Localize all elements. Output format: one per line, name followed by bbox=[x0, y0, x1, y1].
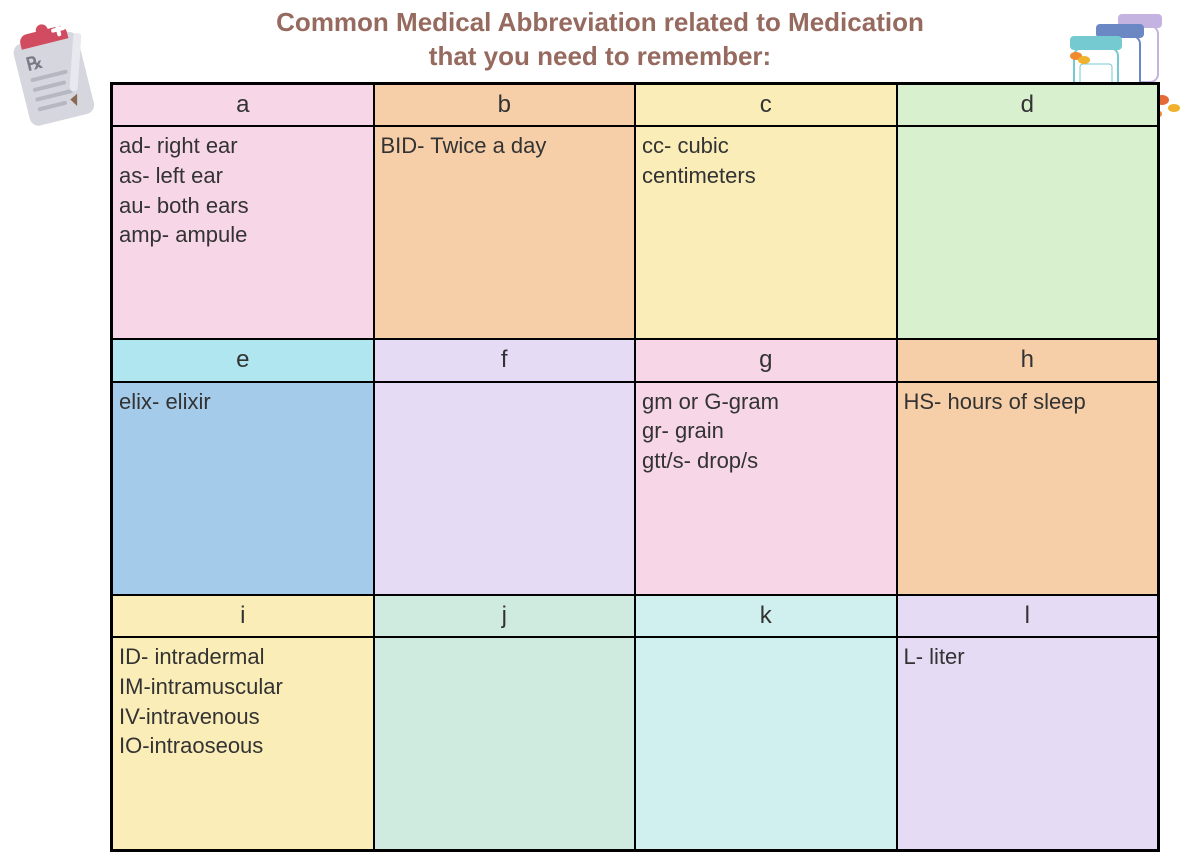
page-title: Common Medical Abbreviation related to M… bbox=[0, 6, 1200, 74]
col-header-a: a bbox=[112, 84, 374, 126]
col-header-c: c bbox=[635, 84, 897, 126]
table-header-row: a b c d bbox=[112, 84, 1158, 126]
cell-i: ID- intradermal IM-intramuscular IV-intr… bbox=[112, 637, 374, 850]
cell-c: cc- cubic centimeters bbox=[635, 126, 897, 339]
col-header-f: f bbox=[374, 339, 636, 381]
table-header-row: e f g h bbox=[112, 339, 1158, 381]
cell-b: BID- Twice a day bbox=[374, 126, 636, 339]
cell-h: HS- hours of sleep bbox=[897, 382, 1159, 595]
table-header-row: i j k l bbox=[112, 595, 1158, 637]
col-header-d: d bbox=[897, 84, 1159, 126]
table-body-row: ID- intradermal IM-intramuscular IV-intr… bbox=[112, 637, 1158, 850]
cell-e: elix- elixir bbox=[112, 382, 374, 595]
cell-g: gm or G-gram gr- grain gtt/s- drop/s bbox=[635, 382, 897, 595]
col-header-e: e bbox=[112, 339, 374, 381]
col-header-l: l bbox=[897, 595, 1159, 637]
col-header-h: h bbox=[897, 339, 1159, 381]
cell-a: ad- right ear as- left ear au- both ears… bbox=[112, 126, 374, 339]
cell-k bbox=[635, 637, 897, 850]
cell-d bbox=[897, 126, 1159, 339]
col-header-b: b bbox=[374, 84, 636, 126]
col-header-g: g bbox=[635, 339, 897, 381]
table-body-row: elix- elixir gm or G-gram gr- grain gtt/… bbox=[112, 382, 1158, 595]
cell-j bbox=[374, 637, 636, 850]
cell-f bbox=[374, 382, 636, 595]
table-body-row: ad- right ear as- left ear au- both ears… bbox=[112, 126, 1158, 339]
cell-l: L- liter bbox=[897, 637, 1159, 850]
abbreviation-table: a b c d ad- right ear as- left ear au- b… bbox=[110, 82, 1160, 852]
col-header-j: j bbox=[374, 595, 636, 637]
col-header-k: k bbox=[635, 595, 897, 637]
col-header-i: i bbox=[112, 595, 374, 637]
